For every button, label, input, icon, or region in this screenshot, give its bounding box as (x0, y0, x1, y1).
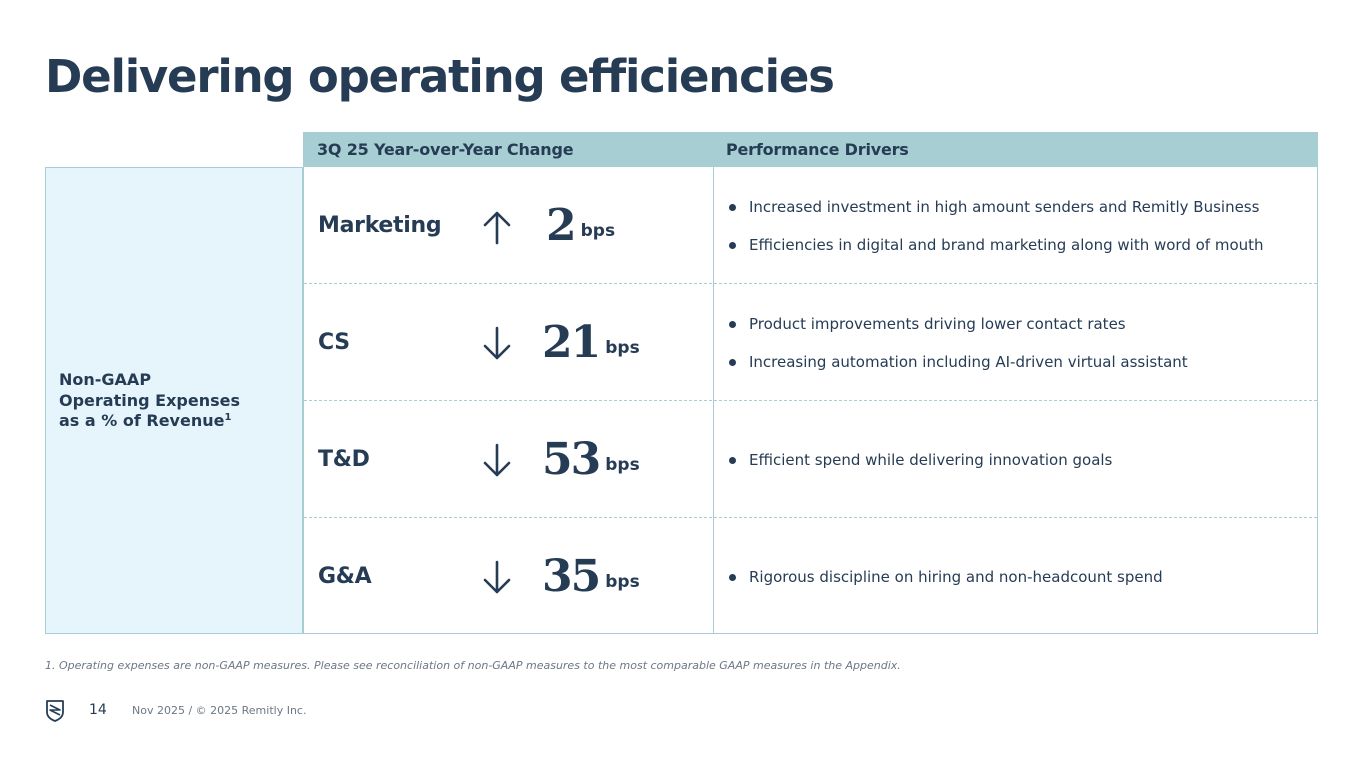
change-value: 53 bps (542, 401, 640, 518)
table-row: G&A 35 bps Rigorous discipline on hiring… (304, 518, 1317, 635)
arrow-down-icon (483, 326, 511, 360)
change-unit: bps (605, 337, 640, 358)
page-number: 14 (89, 702, 107, 718)
table-row: Marketing 2 bps Increased investment in … (304, 167, 1317, 284)
driver-list: Increased investment in high amount send… (728, 167, 1313, 284)
table-row: T&D 53 bps Efficient spend while deliver… (304, 401, 1317, 518)
change-number: 21 (542, 317, 601, 368)
category-label: Non-GAAP Operating Expenses as a % of Re… (59, 370, 240, 430)
metric-label: Marketing (318, 213, 442, 238)
metric-label: T&D (318, 447, 370, 472)
metric-label: G&A (318, 564, 372, 589)
list-item: Rigorous discipline on hiring and non-he… (728, 567, 1313, 587)
change-unit: bps (580, 220, 616, 241)
arrow-down-icon (483, 443, 511, 477)
bullet-icon (729, 203, 736, 211)
change-unit: bps (605, 571, 640, 592)
change-unit: bps (605, 454, 640, 475)
list-item: Increasing automation including AI-drive… (728, 352, 1313, 372)
list-item: Product improvements driving lower conta… (728, 314, 1313, 334)
bullet-icon (729, 241, 736, 249)
driver-list: Efficient spend while delivering innovat… (728, 401, 1313, 518)
category-cell: Non-GAAP Operating Expenses as a % of Re… (45, 167, 303, 634)
driver-list: Rigorous discipline on hiring and non-he… (728, 518, 1313, 635)
table-row: CS 21 bps Product improvements driving l… (304, 284, 1317, 401)
arrow-up-icon (483, 211, 511, 245)
page-title: Delivering operating efficiencies (45, 50, 835, 103)
bullet-icon (729, 320, 736, 328)
driver-list: Product improvements driving lower conta… (728, 284, 1313, 401)
footnote: 1. Operating expenses are non-GAAP measu… (45, 659, 901, 672)
arrow-down-icon (483, 560, 511, 594)
bullet-icon (729, 573, 736, 581)
metric-label: CS (318, 330, 350, 355)
list-item: Increased investment in high amount send… (728, 197, 1313, 217)
efficiency-table: Marketing 2 bps Increased investment in … (303, 167, 1318, 634)
change-value: 2 bps (546, 167, 615, 284)
change-value: 35 bps (542, 518, 640, 635)
table-header: 3Q 25 Year-over-Year Change Performance … (303, 132, 1318, 167)
copyright: Nov 2025 / © 2025 Remitly Inc. (132, 704, 307, 717)
change-value: 21 bps (542, 284, 640, 401)
header-yoy-change: 3Q 25 Year-over-Year Change (317, 140, 574, 159)
bullet-icon (729, 456, 736, 464)
list-item: Efficient spend while delivering innovat… (728, 450, 1313, 470)
change-number: 2 (546, 200, 577, 251)
change-number: 53 (542, 434, 601, 485)
list-item: Efficiencies in digital and brand market… (728, 235, 1313, 255)
remitly-logo-icon (46, 700, 64, 722)
footnote-marker: 1 (224, 412, 232, 423)
change-number: 35 (542, 551, 601, 602)
header-performance-drivers: Performance Drivers (726, 140, 909, 159)
bullet-icon (729, 358, 736, 366)
